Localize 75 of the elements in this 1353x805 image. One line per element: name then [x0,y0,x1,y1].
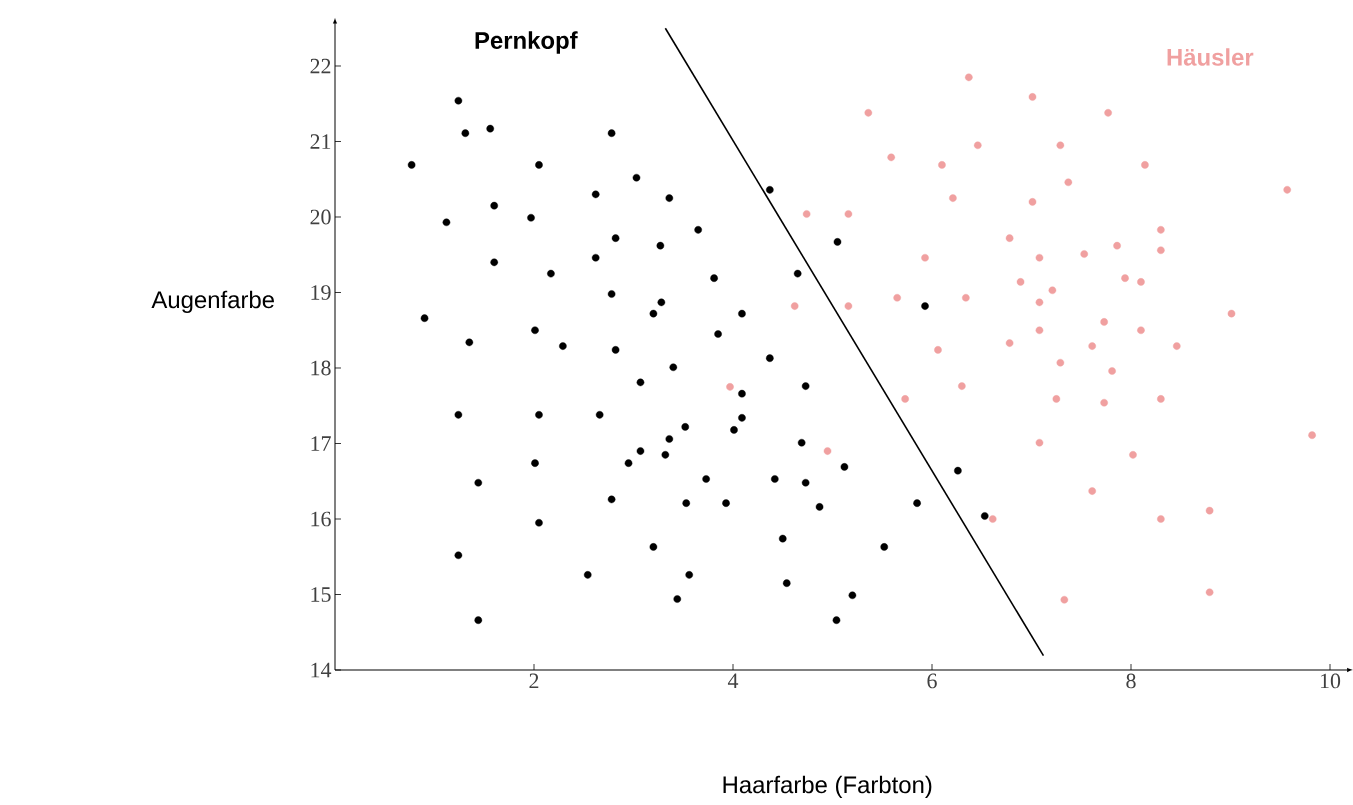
point [1005,234,1014,242]
y-tick-label: 21 [310,134,331,149]
x-tick-label: 4 [727,673,739,688]
point [1205,588,1214,597]
point [1060,596,1069,604]
point [1028,198,1037,206]
point [893,294,901,302]
point [1052,395,1061,403]
point [1283,186,1291,194]
point [1035,438,1044,447]
series-label: Pernkopf [475,31,578,54]
point [949,194,957,202]
text: Häusler [1167,48,1254,66]
point [823,447,832,455]
point [1088,342,1096,350]
y-tick-label: 17 [311,436,331,451]
point [802,210,811,218]
point [1157,515,1165,523]
x-tick-label: 8 [1126,673,1136,689]
point [1064,178,1073,187]
y-axis-title: Augenfarbe [151,290,274,313]
point [965,73,973,82]
point [1129,451,1137,459]
point [1308,431,1316,439]
y-tick-label: 22 [310,58,331,74]
point [1088,487,1096,495]
point [962,294,970,302]
point [1080,250,1089,258]
point [1005,339,1014,347]
point [973,141,982,150]
point [1157,246,1165,254]
point [1108,367,1116,375]
point [1205,506,1214,515]
y-tick-label: 18 [311,360,331,376]
point [1113,241,1121,250]
point [844,210,853,218]
point [844,302,853,310]
point [790,302,799,310]
point [1172,342,1181,350]
y-tick-label: 20 [310,209,331,225]
point [1100,318,1108,326]
point [938,161,946,169]
x-axis-title: Haarfarbe (Farbton) [723,775,932,799]
point [1035,253,1044,262]
point [726,383,734,391]
point [921,253,929,262]
point [1100,398,1108,407]
x-tick-label: 6 [927,673,937,689]
point [1035,326,1044,335]
y-tick-label: 14 [311,662,332,678]
point [1035,298,1044,307]
point [1141,161,1149,169]
point [1137,278,1145,286]
point [1048,286,1057,295]
point [1056,141,1065,150]
point [901,395,909,403]
point [1104,109,1112,117]
point [1028,93,1037,101]
point [887,153,895,162]
point [1137,326,1145,335]
point [934,346,942,354]
y-tick-label: 15 [311,587,331,602]
point [1157,226,1165,234]
point [1056,358,1065,367]
point [1227,309,1236,318]
x-tick-label: 2 [529,673,539,689]
point [958,382,966,390]
y-tick-label: 16 [311,511,331,527]
y-tick-label: 19 [311,285,331,300]
point [1016,278,1025,286]
point [1121,274,1129,282]
point [988,515,997,523]
point [1157,395,1165,403]
point [864,109,873,117]
x-tick-label: 10 [1320,673,1341,689]
